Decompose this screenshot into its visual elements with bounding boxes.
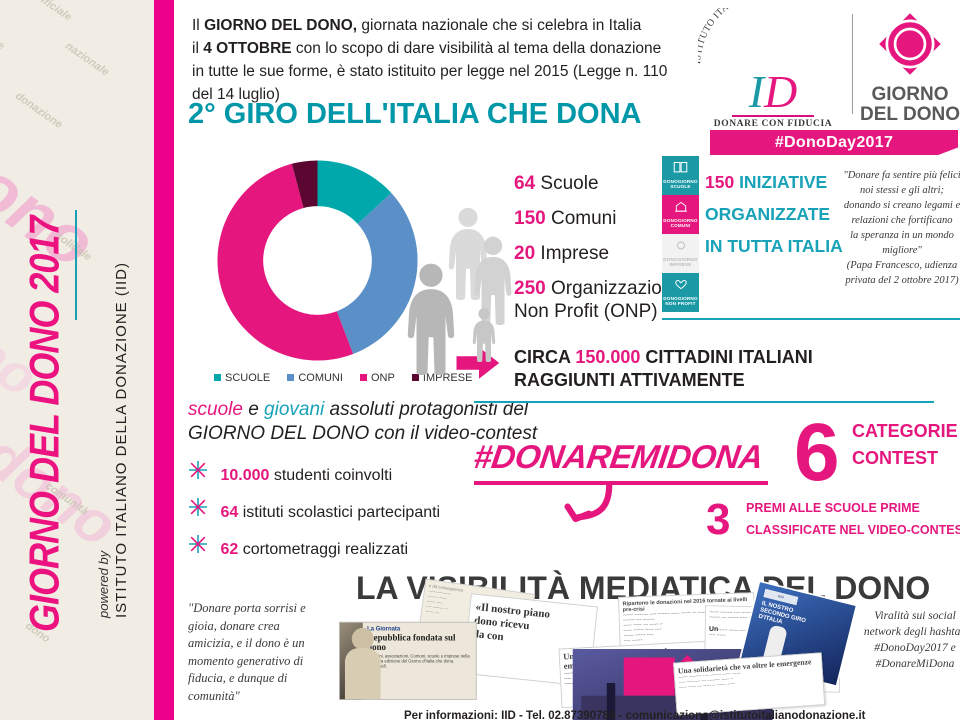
svg-text:ISTITUTO ITALIANO DONAZIONE: ISTITUTO ITALIANO DONAZIONE <box>698 8 822 64</box>
